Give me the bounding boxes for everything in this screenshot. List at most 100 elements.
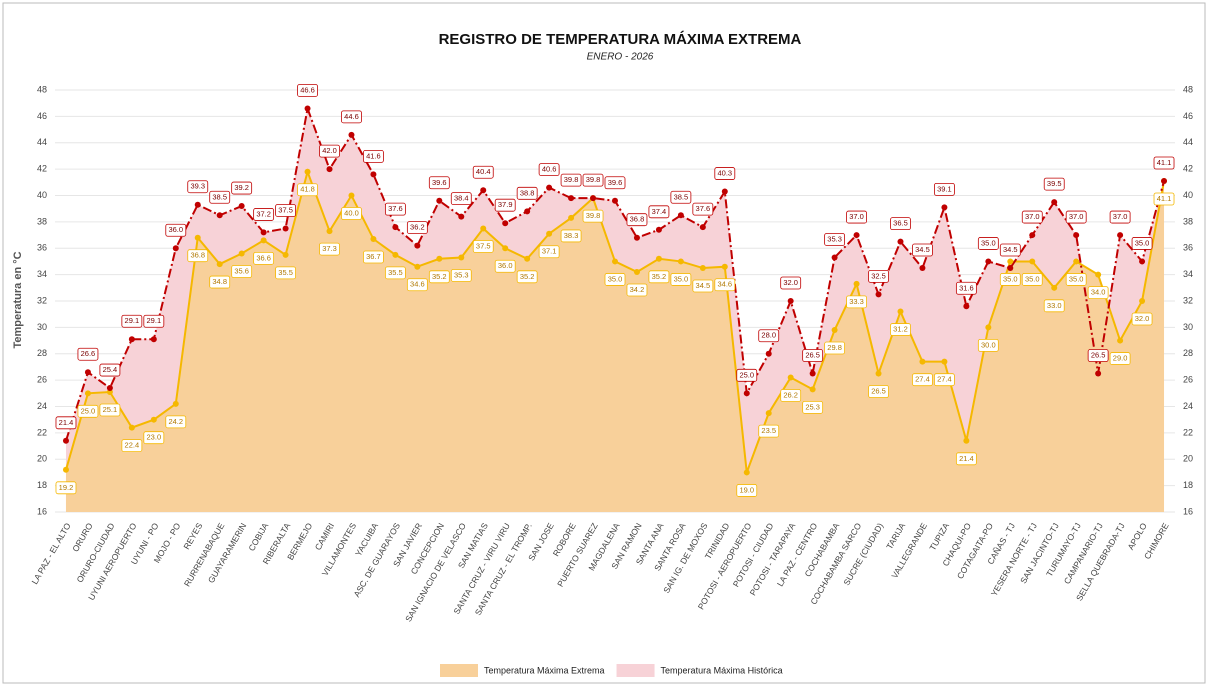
legend-swatch: [440, 664, 478, 677]
data-label-text: 36.5: [893, 219, 908, 228]
y2-tick-label: 42: [1183, 164, 1193, 174]
point: [1117, 337, 1124, 344]
data-label-box: [209, 190, 231, 204]
data-label-text: 23.5: [761, 426, 776, 435]
data-label-text: 37.0: [849, 212, 864, 221]
data-label: 36.0: [494, 259, 516, 273]
data-label-text: 34.5: [915, 245, 930, 254]
data-label-box: [582, 209, 604, 223]
y-tick-label: 30: [37, 322, 47, 332]
data-label-text: 23.0: [147, 433, 162, 442]
data-label-text: 38.4: [454, 194, 469, 203]
data-label: 39.1: [934, 182, 955, 196]
data-label-text: 39.1: [937, 184, 952, 193]
data-label: 34.0: [1087, 286, 1109, 300]
data-label-box: [560, 229, 582, 243]
point: [941, 358, 948, 365]
data-label-text: 35.2: [520, 272, 535, 281]
data-label: 36.6: [253, 251, 275, 265]
point: [655, 255, 662, 262]
point: [1095, 370, 1102, 377]
data-label-box: [1087, 349, 1109, 362]
data-label-box: [1065, 273, 1087, 286]
data-label-text: 26.5: [871, 387, 886, 396]
y-tick-label: 28: [37, 348, 47, 358]
data-label: 35.2: [648, 270, 670, 284]
y-tick-label: 26: [37, 375, 47, 385]
data-label-text: 24.2: [168, 417, 183, 426]
data-label-text: 40.0: [344, 208, 359, 217]
data-label-text: 40.6: [542, 165, 557, 174]
data-label: 37.0: [1109, 210, 1131, 224]
data-label-box: [231, 265, 253, 278]
data-label-text: 26.5: [1091, 351, 1106, 360]
data-label-text: 39.2: [234, 183, 249, 192]
point: [150, 336, 157, 343]
point: [721, 263, 728, 270]
data-label-box: [165, 223, 187, 237]
data-label-box: [363, 250, 384, 264]
point: [282, 225, 289, 232]
y2-tick-label: 28: [1183, 348, 1193, 358]
data-label-box: [868, 270, 889, 283]
data-label: 35.0: [999, 273, 1021, 286]
data-label-box: [977, 338, 999, 352]
data-label: 37.5: [472, 240, 494, 253]
data-label-text: 37.1: [542, 247, 557, 256]
data-label-text: 35.3: [454, 270, 469, 279]
chart-subtitle: ENERO - 2026: [587, 52, 654, 63]
data-label-text: 42.0: [322, 146, 337, 155]
data-label-box: [824, 233, 846, 246]
y2-tick-label: 24: [1183, 401, 1193, 411]
data-label-box: [582, 173, 604, 187]
point: [919, 265, 926, 272]
data-label: 37.0: [1065, 210, 1087, 224]
data-label-text: 27.4: [937, 375, 952, 384]
y2-tick-label: 18: [1183, 480, 1193, 490]
point: [414, 263, 421, 270]
data-label-box: [999, 273, 1021, 286]
data-label-box: [758, 329, 780, 343]
point: [1029, 232, 1036, 239]
data-label-text: 32.0: [783, 278, 798, 287]
point: [282, 251, 289, 258]
data-label: 32.5: [868, 270, 889, 283]
data-label: 36.5: [890, 217, 911, 231]
point: [238, 250, 245, 257]
data-label: 22.4: [121, 439, 143, 453]
data-label: 36.8: [626, 213, 648, 227]
data-label: 36.0: [165, 223, 187, 237]
data-label: 26.5: [1087, 349, 1109, 362]
data-label: 26.5: [868, 385, 889, 398]
data-label-text: 37.6: [388, 204, 403, 213]
data-label-box: [1153, 192, 1175, 206]
data-label-box: [868, 385, 889, 398]
data-label-text: 36.8: [630, 215, 645, 224]
data-label-text: 25.1: [103, 405, 118, 414]
point: [568, 195, 575, 202]
data-label-box: [1043, 299, 1065, 313]
point: [831, 254, 838, 261]
data-label-box: [428, 270, 450, 284]
data-label-box: [538, 245, 560, 259]
data-label-text: 36.8: [190, 251, 205, 260]
data-label-text: 35.2: [652, 272, 667, 281]
data-label-text: 21.4: [959, 454, 974, 463]
point: [62, 437, 69, 444]
point: [128, 424, 135, 431]
point: [677, 258, 684, 265]
point: [919, 358, 926, 365]
data-label: 34.8: [209, 275, 231, 289]
data-label: 37.6: [384, 202, 406, 216]
y2-tick-label: 26: [1183, 375, 1193, 385]
data-label-box: [253, 208, 275, 221]
y2-tick-label: 40: [1183, 190, 1193, 200]
data-label-text: 29.0: [1113, 354, 1128, 363]
data-label: 25.0: [77, 404, 99, 418]
legend-label: Temperatura Máxima Histórica: [661, 665, 783, 675]
data-label: 39.6: [604, 176, 626, 190]
data-label-box: [780, 276, 802, 290]
data-label-box: [516, 186, 538, 200]
point: [963, 303, 970, 310]
